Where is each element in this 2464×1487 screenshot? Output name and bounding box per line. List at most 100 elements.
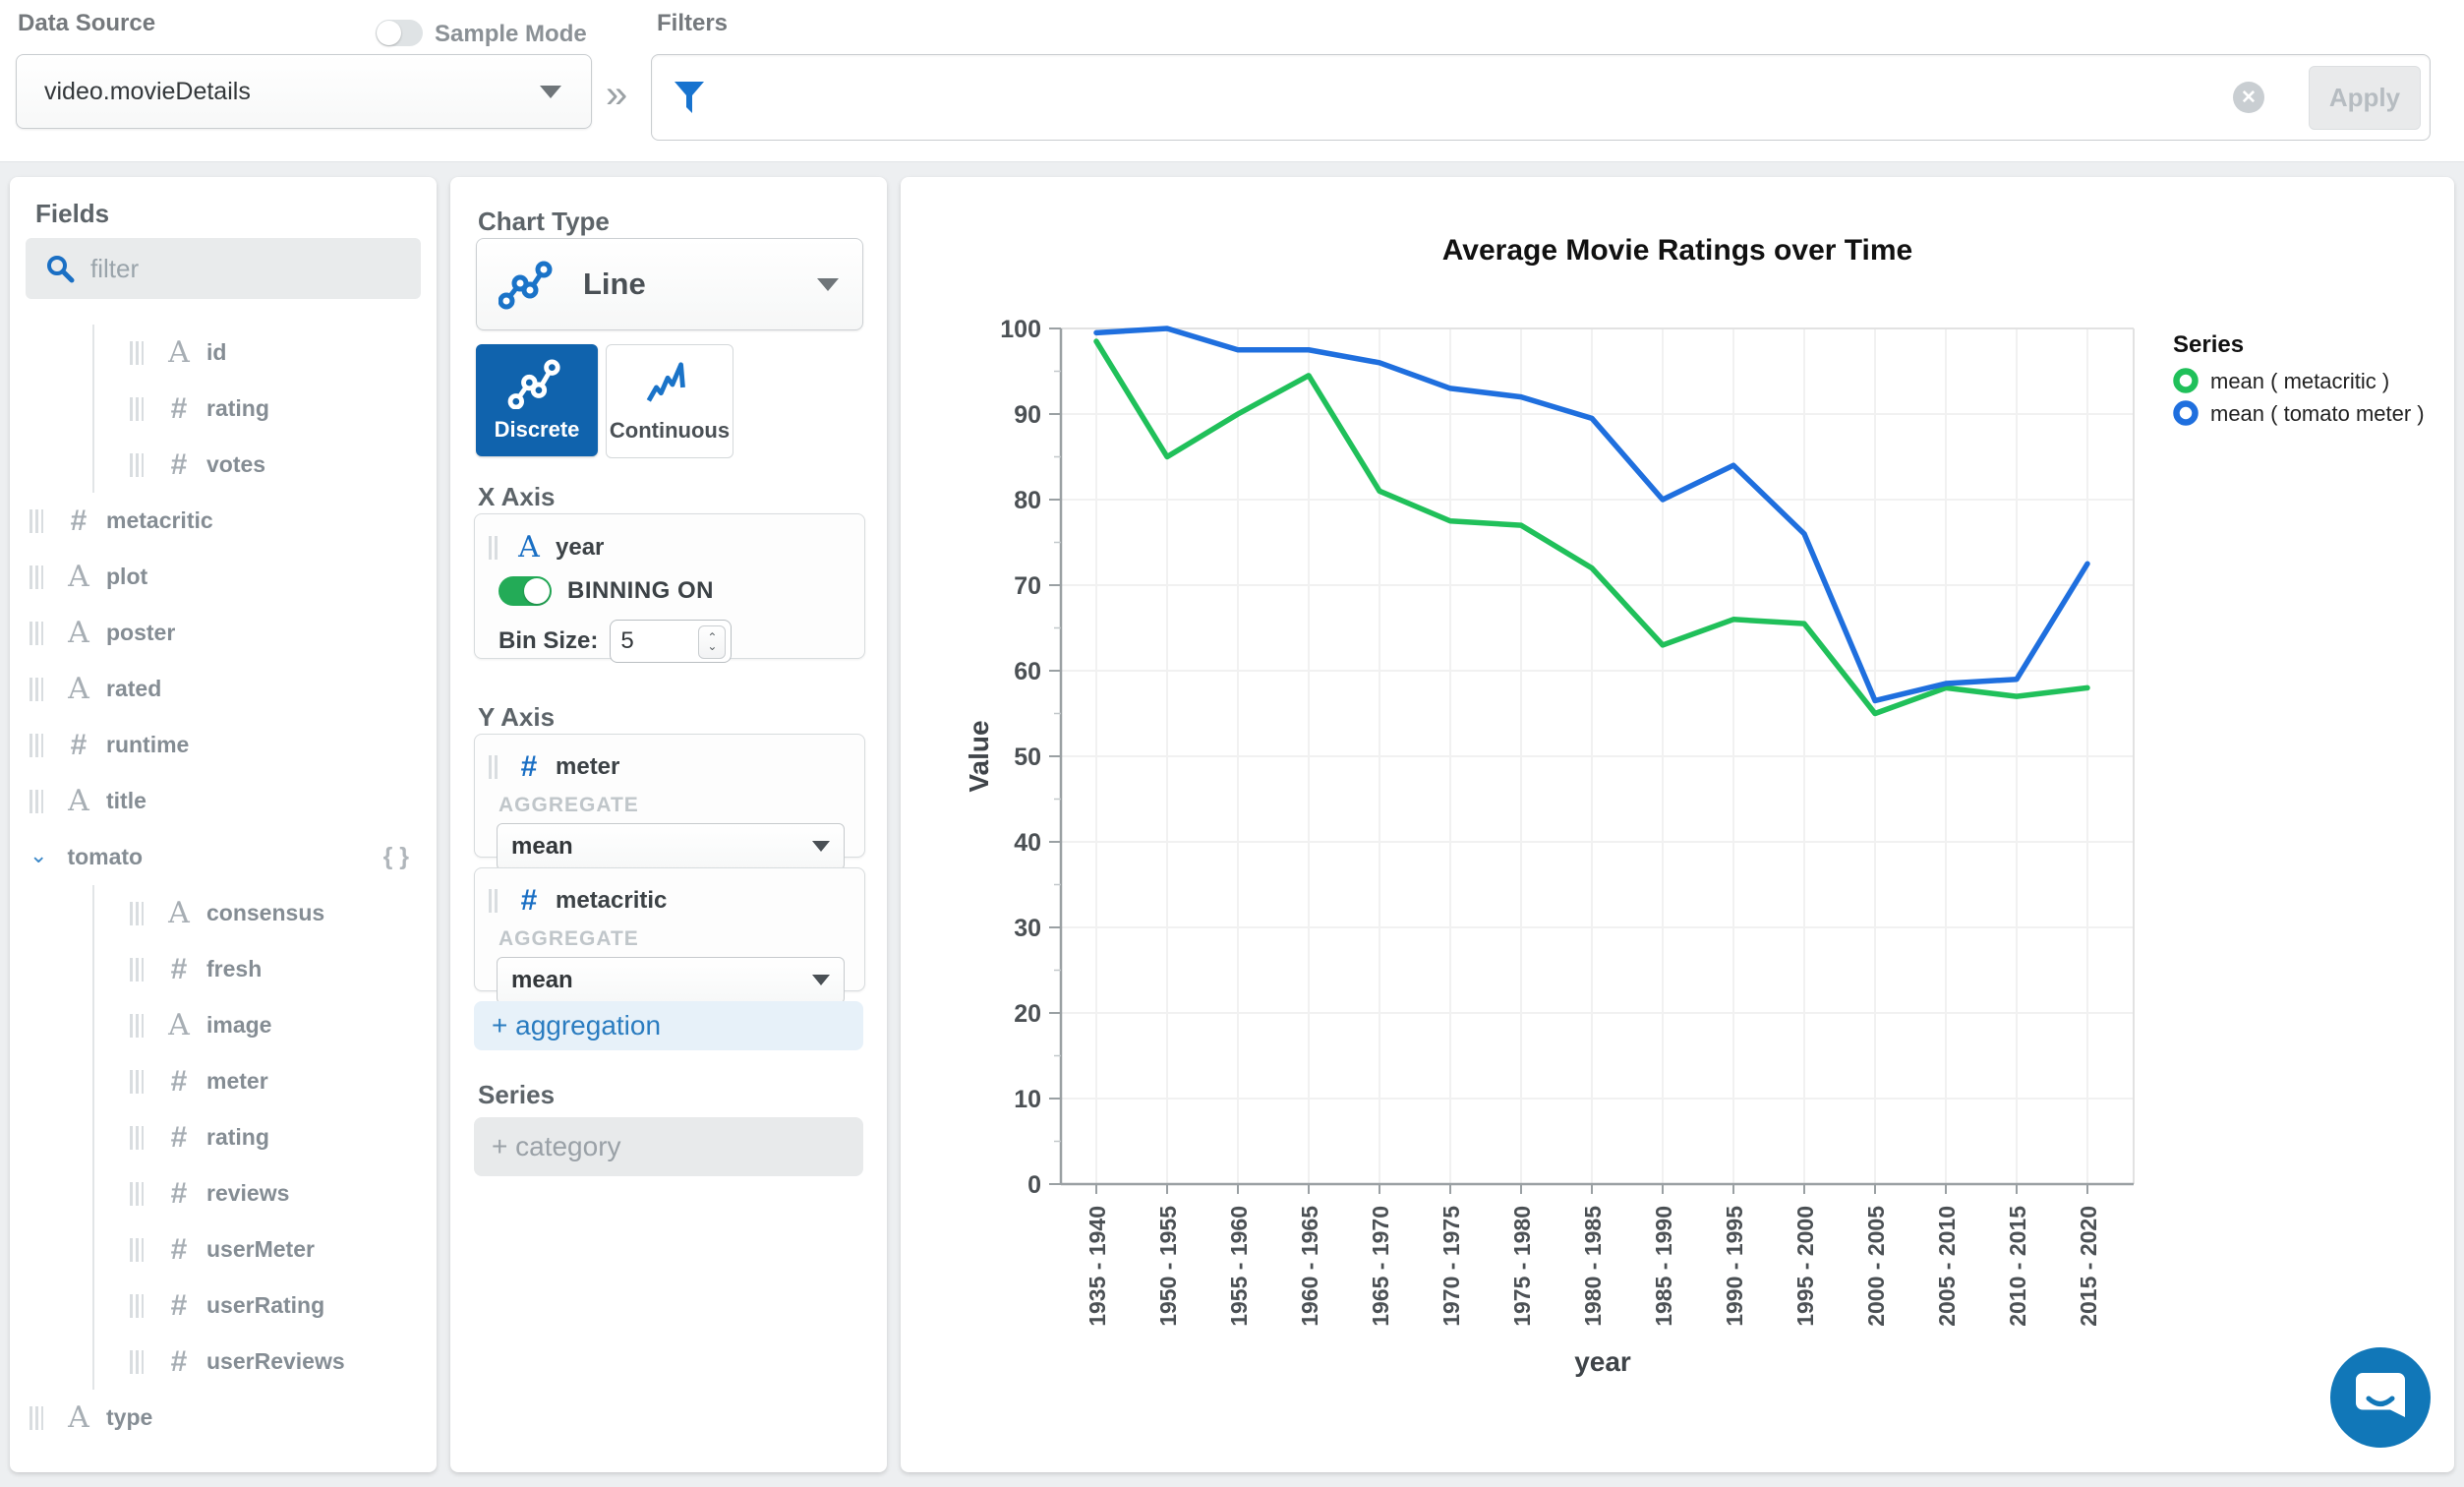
- filter-input[interactable]: ✕ Apply: [651, 54, 2431, 141]
- drag-handle[interactable]: [489, 755, 499, 779]
- number-type-icon: #: [161, 953, 197, 986]
- field-item-consensus[interactable]: Aconsensus: [94, 885, 437, 941]
- field-search-input[interactable]: filter: [26, 238, 421, 299]
- binning-label: BINNING ON: [567, 577, 714, 605]
- discrete-mode-button[interactable]: Discrete: [476, 344, 598, 456]
- drag-handle[interactable]: [130, 397, 144, 421]
- chevron-down-icon: [817, 278, 839, 291]
- svg-text:1965 - 1970: 1965 - 1970: [1368, 1206, 1393, 1327]
- field-item-userRating[interactable]: #userRating: [94, 1278, 437, 1334]
- field-item-metacritic[interactable]: #metacritic: [10, 493, 437, 549]
- field-item-fresh[interactable]: #fresh: [94, 941, 437, 997]
- chart-type-label: Chart Type: [478, 207, 610, 237]
- aggregate-label: AGGREGATE: [499, 927, 864, 951]
- x-axis-encoding-card: A year BINNING ON Bin Size: 5 ⌃⌄: [474, 513, 865, 659]
- field-item-id[interactable]: Aid: [94, 325, 437, 381]
- drag-handle[interactable]: [130, 1014, 144, 1038]
- svg-text:60: 60: [1014, 658, 1041, 685]
- field-item-rating[interactable]: #rating: [94, 1109, 437, 1165]
- bin-size-value: 5: [620, 627, 633, 655]
- drag-handle[interactable]: [489, 889, 499, 913]
- continuous-mode-button[interactable]: Continuous: [606, 344, 733, 458]
- field-item-reviews[interactable]: #reviews: [94, 1165, 437, 1221]
- drag-handle[interactable]: [29, 565, 43, 589]
- y-axis-section-label: Y Axis: [478, 702, 555, 733]
- drag-handle[interactable]: [130, 341, 144, 365]
- field-group: Aid#rating#votes: [92, 325, 437, 493]
- field-item-meter[interactable]: #meter: [94, 1053, 437, 1109]
- top-bar: Data Source video.movieDetails Sample Mo…: [0, 0, 2464, 162]
- drag-handle[interactable]: [130, 453, 144, 477]
- string-type-icon: A: [61, 616, 96, 650]
- drag-handle[interactable]: [130, 1126, 144, 1150]
- drag-handle[interactable]: [130, 1182, 144, 1206]
- field-item-rating[interactable]: #rating: [94, 381, 437, 437]
- string-type-icon: A: [161, 1008, 197, 1042]
- stepper-control[interactable]: ⌃⌄: [698, 625, 726, 659]
- svg-text:mean ( tomato meter ): mean ( tomato meter ): [2210, 401, 2425, 426]
- data-source-select[interactable]: video.movieDetails: [16, 54, 592, 129]
- field-item-votes[interactable]: #votes: [94, 437, 437, 493]
- svg-text:1935 - 1940: 1935 - 1940: [1085, 1206, 1110, 1327]
- collapse-panel-icon[interactable]: »: [606, 73, 627, 117]
- field-item-tomato[interactable]: ⌄tomato{ }: [10, 829, 437, 885]
- chat-launcher-button[interactable]: [2329, 1346, 2432, 1449]
- sample-mode-toggle[interactable]: [376, 20, 423, 46]
- svg-text:1955 - 1960: 1955 - 1960: [1226, 1206, 1252, 1327]
- drag-handle[interactable]: [130, 1070, 144, 1094]
- continuous-line-icon: [639, 359, 700, 410]
- fields-list: Aid#rating#votes#metacriticAplotAposterA…: [10, 325, 437, 1446]
- chevron-down-icon: [812, 975, 830, 985]
- apply-button[interactable]: Apply: [2309, 66, 2421, 130]
- svg-text:2015 - 2020: 2015 - 2020: [2076, 1206, 2101, 1327]
- field-item-title[interactable]: Atitle: [10, 773, 437, 829]
- series-section-label: Series: [478, 1080, 555, 1110]
- fields-panel: Fields filter Aid#rating#votes#metacriti…: [10, 177, 437, 1472]
- drag-handle[interactable]: [29, 790, 43, 813]
- chevron-down-icon[interactable]: ⌄: [29, 843, 47, 868]
- aggregate-label: AGGREGATE: [499, 794, 864, 817]
- drag-handle[interactable]: [130, 1294, 144, 1318]
- line-chart-icon: [499, 258, 557, 311]
- field-item-userMeter[interactable]: #userMeter: [94, 1221, 437, 1278]
- chevron-down-icon: [812, 841, 830, 852]
- drag-handle[interactable]: [130, 1238, 144, 1262]
- discrete-line-icon: [506, 358, 567, 409]
- chart-config-panel: Chart Type Line Discrete Continuous X Ax…: [450, 177, 887, 1472]
- drag-handle[interactable]: [489, 536, 499, 560]
- svg-text:1970 - 1975: 1970 - 1975: [1438, 1206, 1464, 1327]
- field-item-plot[interactable]: Aplot: [10, 549, 437, 605]
- binning-toggle[interactable]: [499, 576, 552, 606]
- drag-handle[interactable]: [130, 1350, 144, 1374]
- field-item-poster[interactable]: Aposter: [10, 605, 437, 661]
- number-type-icon: #: [512, 884, 546, 918]
- bin-size-input[interactable]: 5 ⌃⌄: [610, 620, 732, 663]
- chart-type-select[interactable]: Line: [476, 238, 863, 330]
- chart-panel: 01020304050607080901001935 - 19401950 - …: [901, 177, 2454, 1472]
- field-item-rated[interactable]: Arated: [10, 661, 437, 717]
- number-type-icon: #: [161, 1177, 197, 1211]
- clear-filter-button[interactable]: ✕: [2233, 82, 2264, 113]
- aggregate-select[interactable]: mean: [497, 823, 845, 870]
- drag-handle[interactable]: [130, 958, 144, 981]
- svg-text:100: 100: [1000, 316, 1041, 343]
- field-item-userReviews[interactable]: #userReviews: [94, 1334, 437, 1390]
- add-aggregation-button[interactable]: + aggregation: [474, 1001, 863, 1050]
- field-item-image[interactable]: Aimage: [94, 997, 437, 1053]
- chart-type-value: Line: [583, 267, 646, 302]
- aggregate-select[interactable]: mean: [497, 957, 845, 1004]
- field-item-runtime[interactable]: #runtime: [10, 717, 437, 773]
- drag-handle[interactable]: [29, 734, 43, 757]
- drag-handle[interactable]: [29, 622, 43, 645]
- search-icon: [45, 254, 75, 283]
- braces-icon: { }: [383, 843, 409, 871]
- drag-handle[interactable]: [130, 902, 144, 925]
- sample-mode-label: Sample Mode: [435, 21, 587, 48]
- drag-handle[interactable]: [29, 509, 43, 533]
- drag-handle[interactable]: [29, 1406, 43, 1430]
- chat-bubble-icon: [2329, 1346, 2432, 1449]
- number-type-icon: #: [512, 750, 546, 784]
- field-item-type[interactable]: Atype: [10, 1390, 437, 1446]
- drag-handle[interactable]: [29, 678, 43, 701]
- add-category-dropzone[interactable]: + category: [474, 1117, 863, 1176]
